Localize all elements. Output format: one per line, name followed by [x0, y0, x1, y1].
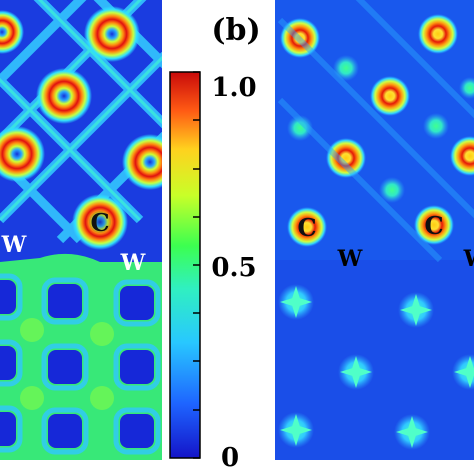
- lattice-hole: [120, 286, 154, 320]
- panel-a-lower-bright-spots: [20, 318, 114, 410]
- panel-b-blob: [333, 55, 359, 81]
- lattice-hole: [120, 414, 154, 448]
- panel-a-ring: [36, 68, 92, 124]
- panel-a-lower-halos: [0, 273, 161, 455]
- colorbar-tick-label-mid: 0.5: [211, 253, 256, 283]
- colorbar-tick-label-max: 1.0: [211, 73, 256, 103]
- panel-b-ring: [280, 18, 320, 58]
- panel-b-ring: [326, 138, 366, 178]
- panel-b-ring: [418, 14, 458, 54]
- panel-a: C W W: [0, 0, 162, 460]
- panel-a-label-w-left: W: [1, 232, 27, 258]
- lattice-hole: [120, 350, 154, 384]
- colorbar-ticks: [193, 71, 200, 459]
- panel-b-ring: [414, 205, 454, 245]
- panel-b-ring: [450, 136, 474, 176]
- panel-a-ring: [122, 134, 162, 190]
- panel-b-label-w-right: W: [463, 246, 474, 272]
- panel-a-ring: [0, 126, 45, 182]
- panel-b-lattice: [277, 0, 474, 263]
- lattice-hole: [48, 350, 82, 384]
- panel-a-lower-holes: [0, 280, 154, 448]
- lattice-hole: [48, 284, 82, 318]
- panel-a-atom-c: C: [89, 208, 111, 237]
- panel-b-label-c-left: C: [297, 213, 316, 242]
- panel-b-ring: [287, 207, 327, 247]
- panel-a-label-c: C: [90, 208, 109, 237]
- panel-b-ring: [370, 76, 410, 116]
- panel-b-blob: [423, 113, 449, 139]
- panel-a-ring: [84, 6, 140, 62]
- panel-b-label-w-left: W: [337, 246, 363, 272]
- colorbar: 1.0 0.5 0: [169, 71, 257, 473]
- panel-b-blob: [379, 177, 405, 203]
- panel-a-ring: [0, 10, 24, 54]
- colorbar-tick-label-min: 0: [221, 443, 239, 473]
- panel-b-blob: [459, 77, 474, 99]
- panel-b: C C W W: [275, 0, 474, 460]
- panel-b-blob: [287, 115, 313, 141]
- panel-b-crosses: [278, 284, 474, 450]
- lattice-hole: [48, 414, 82, 448]
- panel-a-label-w-right: W: [120, 250, 146, 276]
- lattice-hole: [0, 412, 16, 446]
- panel-a-ring: [72, 194, 128, 250]
- lattice-hole: [0, 280, 16, 314]
- panel-b-label: (b): [211, 13, 260, 48]
- panel-b-label-c-right: C: [424, 211, 443, 240]
- lattice-hole: [0, 346, 16, 380]
